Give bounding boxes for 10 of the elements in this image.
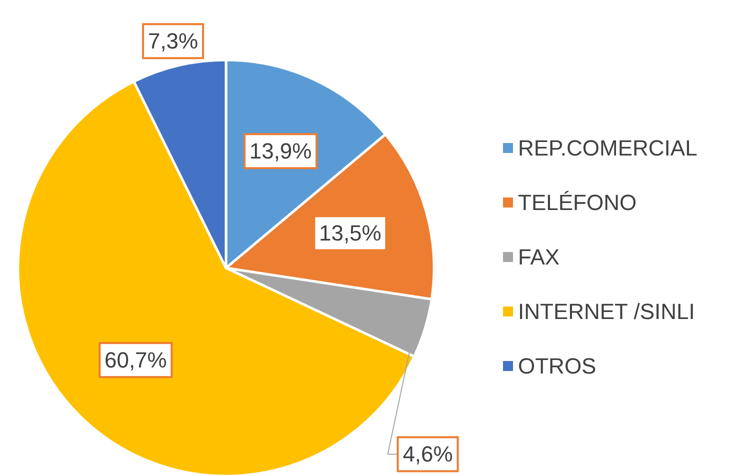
data-label: 13,5% — [318, 220, 382, 246]
legend-label: INTERNET /SINLI — [518, 299, 695, 324]
data-label: 4,6% — [402, 442, 453, 467]
data-label: 13,9% — [249, 138, 312, 164]
legend-label: TELÉFONO — [518, 190, 637, 215]
data-label: 60,7% — [104, 348, 167, 373]
data-label: 7,3% — [148, 28, 198, 54]
legend-label: FAX — [518, 244, 560, 270]
legend-label: OTROS — [518, 354, 596, 378]
legend-label: REP.COMERCIAL — [518, 136, 698, 160]
